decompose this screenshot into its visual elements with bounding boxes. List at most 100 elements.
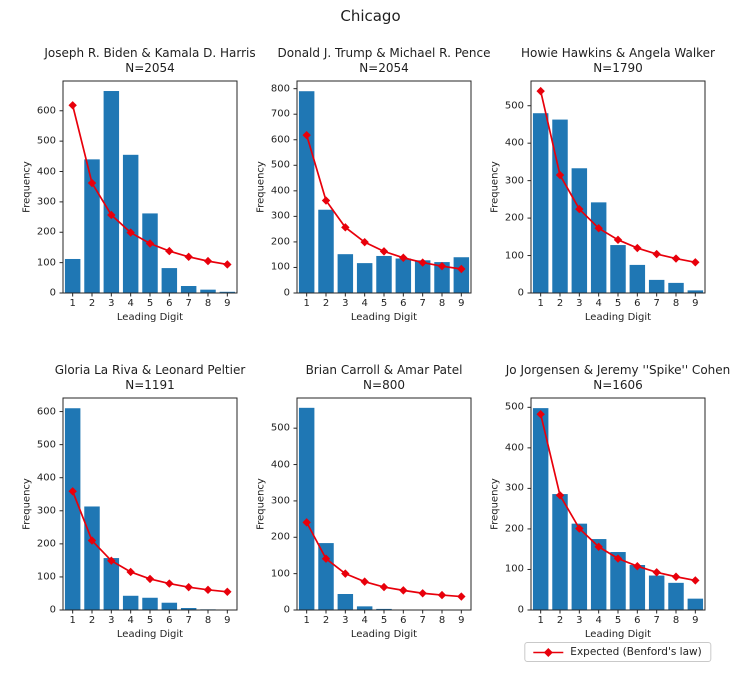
x-tick-label: 9 (692, 615, 699, 626)
y-tick-label: 300 (270, 210, 290, 222)
expected-marker-digit-2 (555, 491, 565, 500)
x-axis-label: Leading Digit (584, 312, 652, 323)
bar-digit-5 (142, 597, 158, 610)
x-tick-label: 9 (224, 615, 231, 626)
y-axis-label: Frequency (255, 161, 267, 213)
x-tick-label: 5 (614, 615, 622, 626)
x-tick-label: 9 (224, 298, 231, 309)
expected-marker-digit-6 (399, 586, 408, 595)
bar-digit-6 (629, 264, 646, 293)
bar-digit-1 (532, 408, 549, 610)
axes-border (296, 80, 472, 294)
axes-border (530, 80, 706, 294)
expected-marker-digit-8 (671, 572, 681, 581)
x-tick-label: 4 (127, 615, 134, 626)
y-tick-label: 100 (504, 563, 524, 575)
candidate-names: Brian Carroll & Amar Patel (305, 363, 463, 377)
bar-digit-3 (103, 91, 120, 293)
subplot-title: Jo Jorgensen & Jeremy ''Spike'' Cohen N=1… (506, 363, 731, 392)
bar-digit-8 (668, 282, 684, 293)
expected-marker-digit-9 (691, 576, 700, 585)
y-tick-label: 500 (504, 401, 524, 413)
bar-digit-5 (376, 255, 392, 293)
expected-marker-digit-8 (671, 254, 681, 263)
x-tick-label: 2 (88, 298, 96, 309)
expected-marker-digit-2 (555, 170, 565, 180)
bar-digit-3 (337, 594, 354, 610)
expected-marker-digit-6 (399, 253, 408, 262)
expected-marker-digit-5 (613, 235, 623, 245)
sample-size-label: N=1191 (125, 377, 175, 392)
bar-digit-2 (318, 543, 334, 610)
candidate-names: Howie Hawkins & Angela Walker (521, 46, 715, 60)
x-tick-label: 5 (380, 298, 388, 309)
x-tick-label: 1 (303, 615, 310, 626)
x-tick-label: 3 (342, 298, 349, 309)
bar-digit-5 (142, 213, 158, 293)
expected-marker-digit-2 (321, 554, 331, 563)
y-tick-label: 100 (36, 257, 56, 269)
x-tick-label: 3 (108, 615, 115, 626)
bar-digit-1 (298, 407, 315, 610)
bar-digit-6 (161, 602, 178, 610)
expected-marker-digit-1 (536, 410, 545, 419)
y-tick-label: 600 (36, 105, 56, 117)
expected-marker-digit-6 (165, 246, 174, 256)
expected-marker-digit-1 (302, 130, 311, 140)
y-tick-label: 500 (504, 100, 524, 112)
bar-digit-3 (337, 254, 354, 293)
x-axis-label: Leading Digit (350, 629, 418, 640)
expected-marker-digit-3 (341, 223, 350, 232)
y-tick-label: 600 (36, 406, 56, 418)
bar-digit-6 (395, 258, 412, 293)
x-tick-label: 5 (146, 615, 154, 626)
expected-marker-digit-8 (203, 585, 213, 595)
x-tick-label: 1 (537, 298, 544, 309)
expected-marker-digit-9 (223, 260, 232, 269)
y-tick-label: 0 (517, 604, 524, 616)
candidate-names: Jo Jorgensen & Jeremy ''Spike'' Cohen (505, 363, 731, 377)
bar-digit-1 (64, 258, 81, 293)
expected-marker-digit-6 (165, 579, 174, 588)
expected-marker-digit-7 (184, 252, 193, 262)
expected-marker-digit-7 (652, 249, 661, 259)
x-tick-label: 6 (634, 298, 641, 309)
x-tick-label: 4 (361, 298, 368, 309)
expected-marker-digit-5 (613, 554, 623, 563)
axes-border (62, 80, 238, 294)
bar-digit-4 (122, 154, 139, 293)
candidate-names: Joseph R. Biden & Kamala D. Harris (44, 46, 256, 60)
x-axis-label: Leading Digit (584, 629, 652, 640)
y-axis-label: Frequency (255, 478, 267, 530)
bar-digit-1 (532, 113, 549, 294)
bar-digit-8 (434, 262, 450, 293)
x-tick-label: 1 (69, 298, 76, 309)
bar-digit-4 (590, 202, 607, 293)
y-tick-label: 400 (270, 185, 290, 197)
legend-label: Expected (Benford's law) (570, 646, 702, 658)
expected-marker-digit-2 (321, 196, 331, 205)
x-tick-label: 3 (576, 615, 583, 626)
y-tick-label: 0 (283, 287, 290, 299)
y-tick-label: 500 (270, 422, 290, 434)
bar-digit-7 (180, 608, 197, 610)
x-tick-label: 7 (185, 615, 192, 626)
expected-marker-digit-4 (126, 567, 135, 577)
plot-area (59, 397, 238, 614)
x-tick-label: 6 (400, 298, 407, 309)
bar-digit-1 (298, 91, 315, 293)
y-tick-label: 0 (283, 604, 290, 616)
y-axis-label: Frequency (21, 478, 33, 530)
bar-digit-4 (356, 606, 373, 610)
bar-digit-9 (687, 598, 704, 610)
expected-marker-digit-7 (418, 589, 427, 598)
axes-border (530, 397, 706, 611)
y-tick-label: 300 (36, 505, 56, 517)
bar-digit-9 (687, 290, 704, 293)
x-tick-label: 2 (322, 298, 330, 309)
expected-marker-digit-5 (379, 582, 389, 592)
x-tick-label: 6 (166, 298, 173, 309)
x-tick-label: 5 (614, 298, 622, 309)
bar-digit-8 (668, 582, 684, 610)
